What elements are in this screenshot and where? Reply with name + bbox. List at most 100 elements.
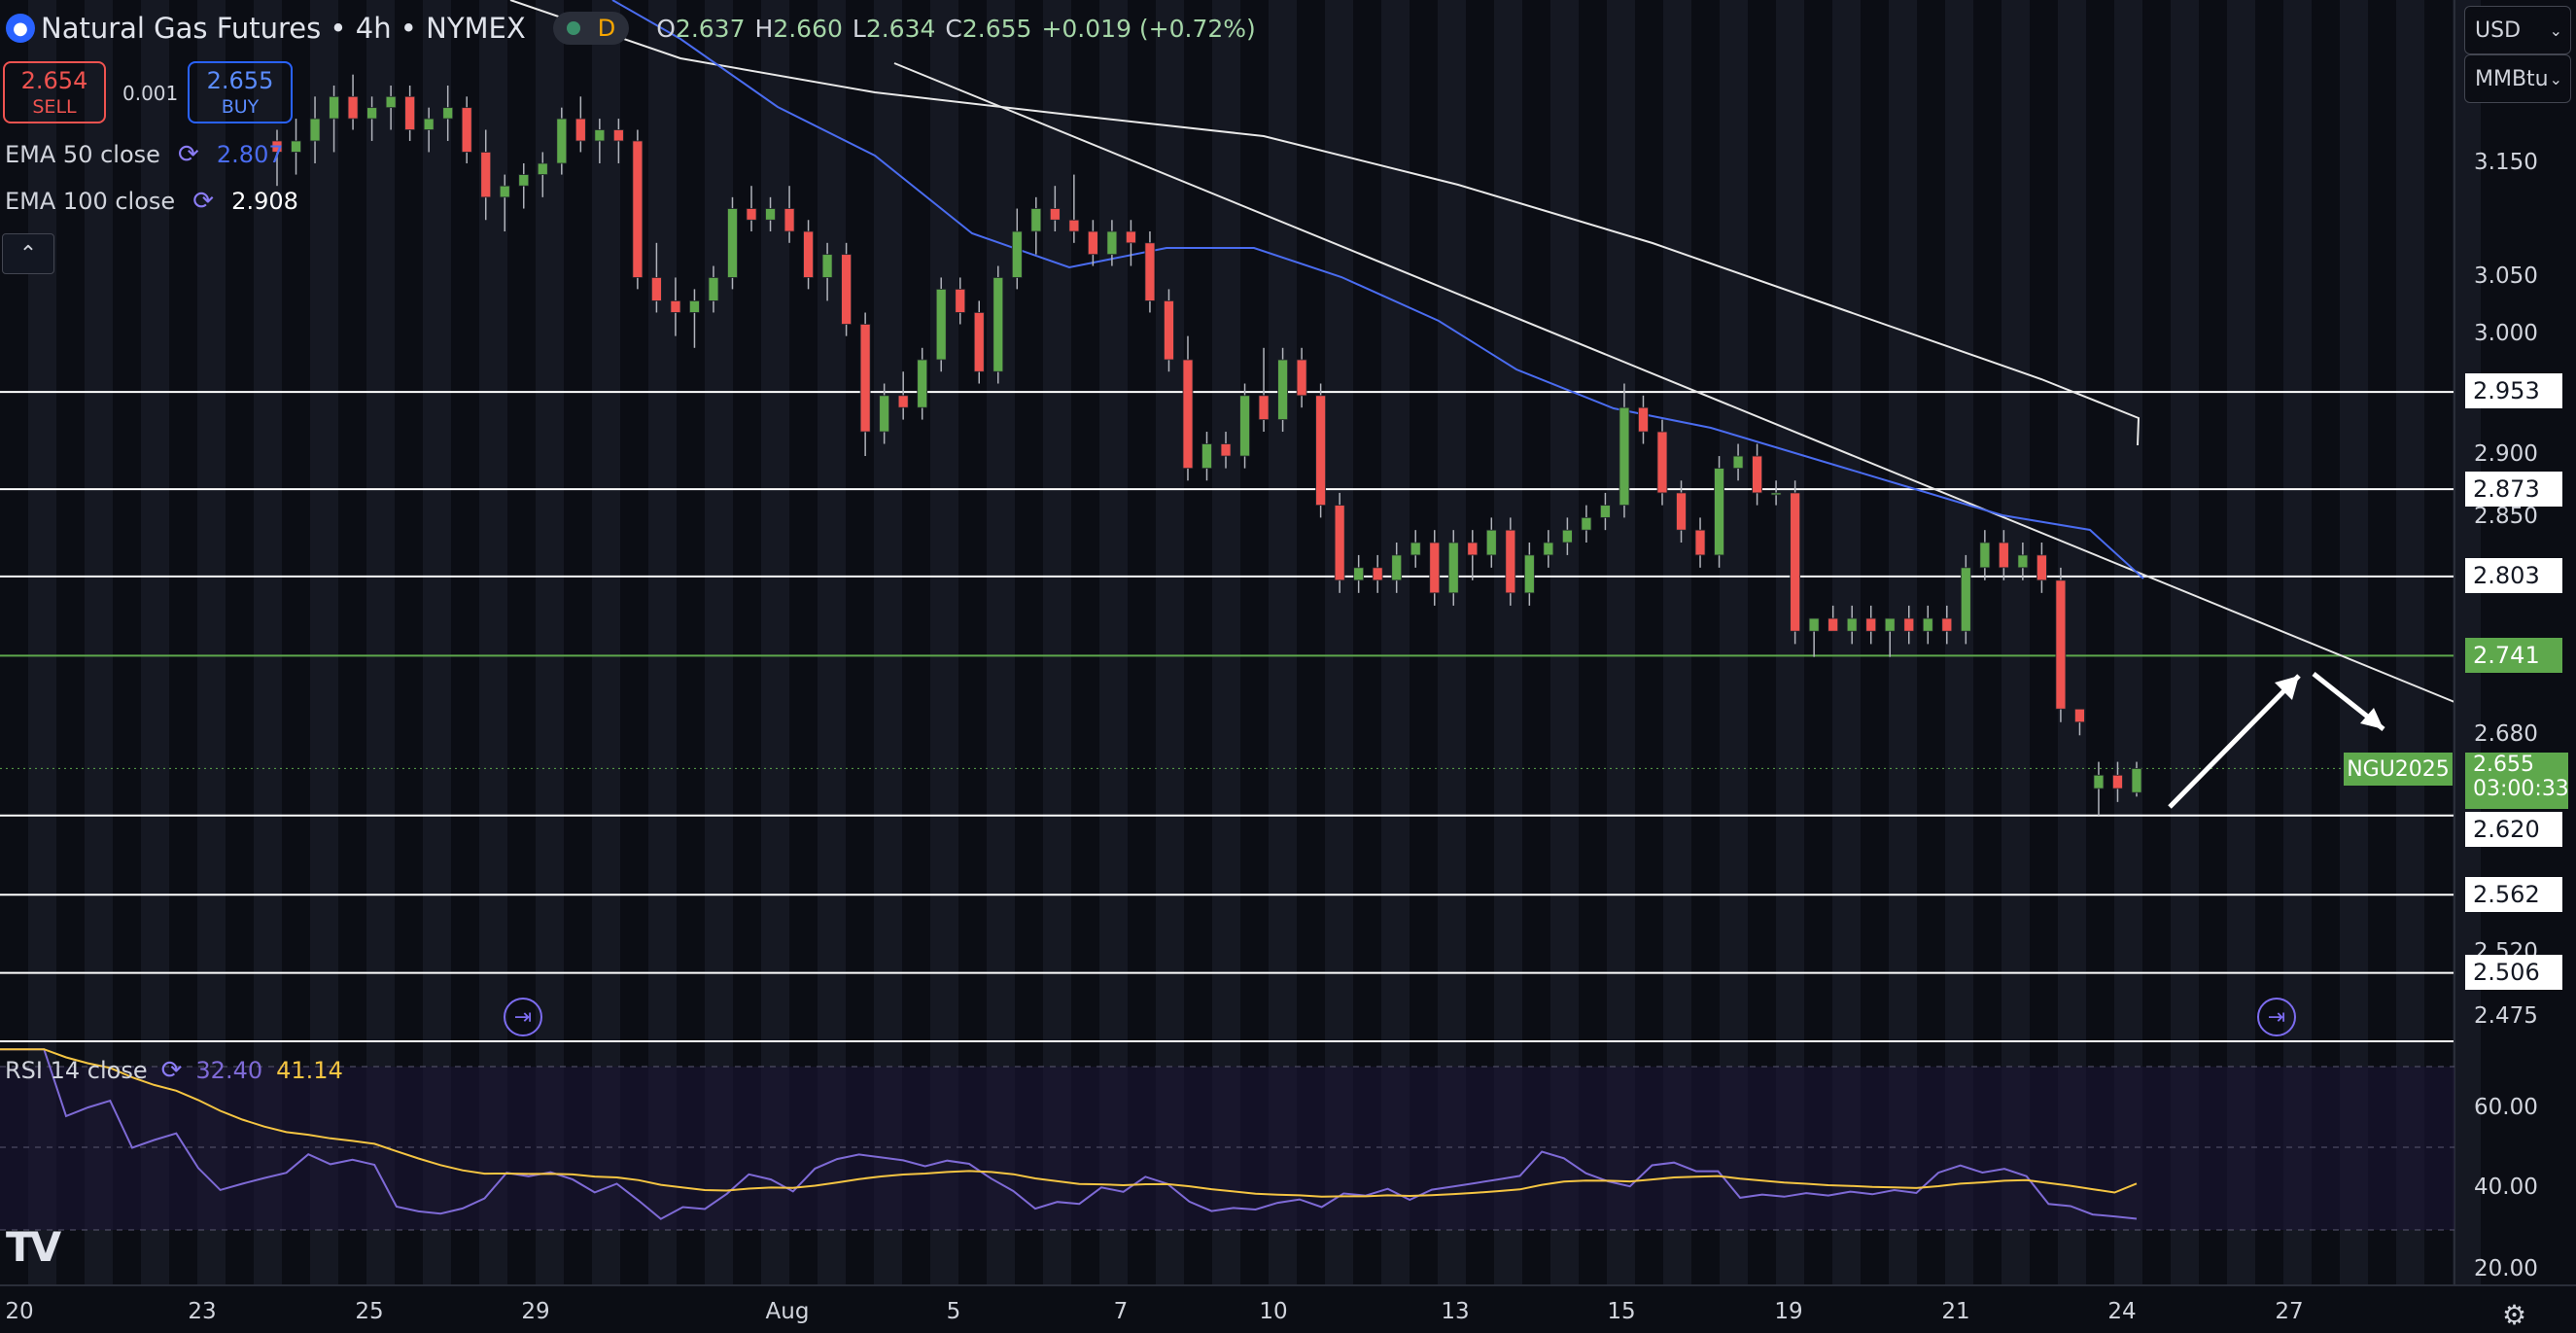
currency-value: USD [2475, 18, 2522, 43]
candle-body [1790, 492, 1801, 632]
candle [1543, 530, 1554, 568]
candle-body [1296, 359, 1307, 397]
symbol-title[interactable]: Natural Gas Futures • 4h • NYMEX [41, 12, 526, 45]
level-label[interactable]: 2.506 [2465, 955, 2562, 990]
candle [746, 186, 757, 232]
ema100-value: 2.908 [231, 188, 298, 215]
candle-body [1638, 406, 1649, 433]
ohlc-high: 2.660 [773, 14, 843, 43]
level-label[interactable]: 2.873 [2465, 472, 2562, 507]
ohlc-open-label: O [656, 14, 676, 43]
candle-body [271, 140, 283, 153]
ema100-line [509, 0, 2141, 446]
ohlc-low-label: L [852, 14, 866, 43]
candle [1068, 174, 1080, 243]
candle-body [727, 208, 738, 278]
candle [1277, 347, 1288, 433]
candle-body [1277, 359, 1288, 420]
level-label[interactable]: 2.953 [2465, 373, 2562, 408]
candle-body [1998, 542, 2009, 569]
ema100-legend[interactable]: EMA 100 close ⟳ 2.908 [5, 187, 298, 216]
candle-body [935, 289, 947, 361]
candle-body [632, 140, 644, 278]
price-tick: 3.150 [2474, 150, 2538, 175]
candle-body [783, 208, 795, 232]
candle-body [1960, 567, 1971, 632]
candle [2055, 567, 2067, 722]
candle [1808, 617, 1820, 657]
refresh-icon[interactable]: ⟳ [178, 140, 199, 169]
candle [1903, 605, 1915, 645]
rsi-legend[interactable]: RSI 14 close ⟳ 32.40 41.14 [5, 1056, 343, 1085]
candle [935, 277, 947, 372]
ema100-label: EMA 100 close [5, 188, 176, 215]
time-tick: 20 [5, 1299, 34, 1324]
candle-body [1334, 505, 1345, 581]
candle [1922, 605, 1933, 645]
candle-body [2055, 579, 2067, 710]
candle [347, 74, 359, 130]
gear-icon[interactable]: ⚙ [2502, 1299, 2527, 1331]
candle [1505, 517, 1516, 606]
tradingview-logo[interactable]: TV [6, 1223, 61, 1271]
time-tick: 27 [2275, 1299, 2304, 1324]
candle [1732, 443, 1744, 481]
candle [670, 277, 681, 336]
candle [1315, 383, 1327, 518]
level-label[interactable]: 2.620 [2465, 812, 2562, 847]
candle-body [1410, 542, 1421, 556]
candle [821, 242, 833, 301]
chevron-down-icon: ⌄ [2549, 20, 2562, 40]
ema50-legend[interactable]: EMA 50 close ⟳ 2.807 [5, 140, 284, 169]
rsi-value: 32.40 [195, 1057, 263, 1084]
candle [1998, 530, 2009, 580]
rsi-label: RSI 14 close [5, 1057, 148, 1084]
candle [1638, 395, 1649, 444]
level-label[interactable]: 2.562 [2465, 877, 2562, 912]
candle [1485, 517, 1497, 568]
buy-button[interactable]: 2.655 BUY [188, 61, 293, 123]
candle [1828, 605, 1839, 632]
candle [499, 174, 510, 232]
candle-body [1239, 395, 1250, 457]
jump-to-realtime-icon[interactable]: ⇥ [2257, 998, 2296, 1036]
refresh-icon[interactable]: ⟳ [192, 187, 215, 216]
refresh-icon[interactable]: ⟳ [160, 1056, 183, 1085]
level-label[interactable]: 2.741 [2465, 638, 2562, 673]
candle [291, 119, 301, 175]
candle [973, 300, 985, 384]
candle-body [841, 254, 853, 325]
candle [461, 96, 472, 163]
level-label[interactable]: 2.803 [2465, 558, 2562, 593]
candle-body [1979, 542, 1991, 569]
sell-button[interactable]: 2.654 SELL [3, 61, 106, 123]
candle-body [1694, 529, 1706, 556]
candle [1676, 480, 1687, 544]
candle-body [1619, 406, 1630, 507]
current-price-label: 2.655 03:00:33 [2465, 753, 2569, 809]
candle-body [955, 289, 966, 313]
candle-body [1467, 542, 1479, 556]
sell-label: SELL [32, 96, 77, 118]
candle-body [574, 118, 586, 142]
candle-body [859, 324, 871, 433]
candle [1581, 505, 1592, 544]
candle [1372, 554, 1383, 593]
jump-to-realtime-icon[interactable]: ⇥ [504, 998, 542, 1036]
candle [442, 85, 454, 141]
currency-select[interactable]: USD ⌄ [2464, 6, 2571, 54]
collapse-legend-button[interactable]: ⌃ [2, 233, 54, 274]
candle [1694, 517, 1706, 568]
candle-body [499, 185, 510, 198]
candle-body [1106, 230, 1118, 256]
candle [1770, 480, 1782, 506]
candle [1334, 492, 1345, 593]
unit-select[interactable]: MMBtu ⌄ [2464, 54, 2571, 103]
time-tick: 21 [1941, 1299, 1970, 1324]
candle [1960, 554, 1971, 645]
candle-body [1884, 617, 1896, 632]
candle-body [1752, 455, 1762, 494]
market-status-pill[interactable]: D [552, 12, 630, 45]
candle [1429, 530, 1441, 606]
